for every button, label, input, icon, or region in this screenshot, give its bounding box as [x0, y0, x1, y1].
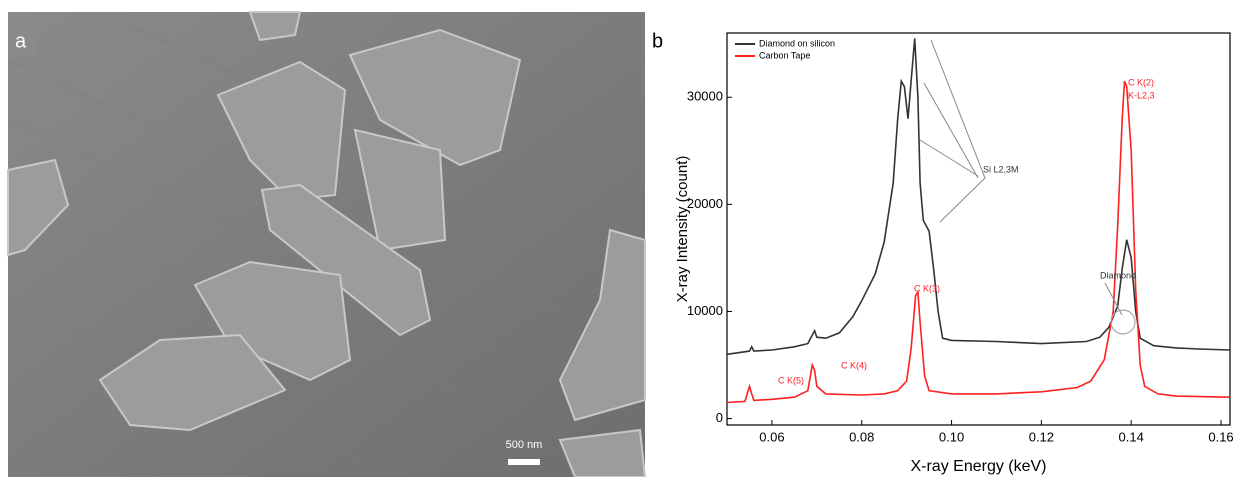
- annotation-arrow: [940, 178, 985, 222]
- annotation-arrow: [924, 83, 978, 178]
- plot-frame: [727, 33, 1230, 425]
- annotation: Si L2,3M: [983, 164, 1019, 174]
- y-tick-label: 20000: [687, 196, 723, 211]
- annotation-arrow: [920, 140, 978, 176]
- y-tick-label: 30000: [687, 89, 723, 104]
- x-tick-label: 0.16: [1208, 429, 1233, 444]
- x-tick-label: 0.06: [759, 429, 784, 444]
- sem-image: a 500 nm: [8, 12, 645, 477]
- legend-label: Diamond on silicon: [759, 38, 835, 48]
- x-tick-label: 0.08: [849, 429, 874, 444]
- annotation: C K(4): [841, 360, 867, 370]
- scale-bar-label: 500 nm: [506, 439, 543, 451]
- annotation: C K(2): [1128, 77, 1154, 87]
- panel-label: a: [15, 30, 27, 52]
- y-axis-title: X-ray Intensity (count): [674, 156, 691, 303]
- annotation: C K(3): [914, 283, 940, 293]
- annotation: Diamond: [1100, 270, 1136, 280]
- x-axis-title: X-ray Energy (keV): [910, 458, 1046, 475]
- series-line: [727, 81, 1230, 402]
- scale-bar: [508, 459, 540, 465]
- y-tick-label: 10000: [687, 303, 723, 318]
- x-tick-label: 0.10: [939, 429, 964, 444]
- panel-label: b: [652, 30, 663, 52]
- x-tick-label: 0.14: [1119, 429, 1144, 444]
- figure: a 500 nm b 0.06 0.08 0.10 0.12 0.14 0.16 0 1000…: [0, 0, 1248, 477]
- series-line: [727, 38, 1230, 354]
- annotation-circle: [1111, 310, 1135, 334]
- annotation: K-L2,3: [1128, 90, 1155, 100]
- x-tick-label: 0.12: [1029, 429, 1054, 444]
- legend-label: Carbon Tape: [759, 50, 810, 60]
- y-tick-label: 0: [716, 410, 723, 425]
- annotation: C K(5): [778, 375, 804, 385]
